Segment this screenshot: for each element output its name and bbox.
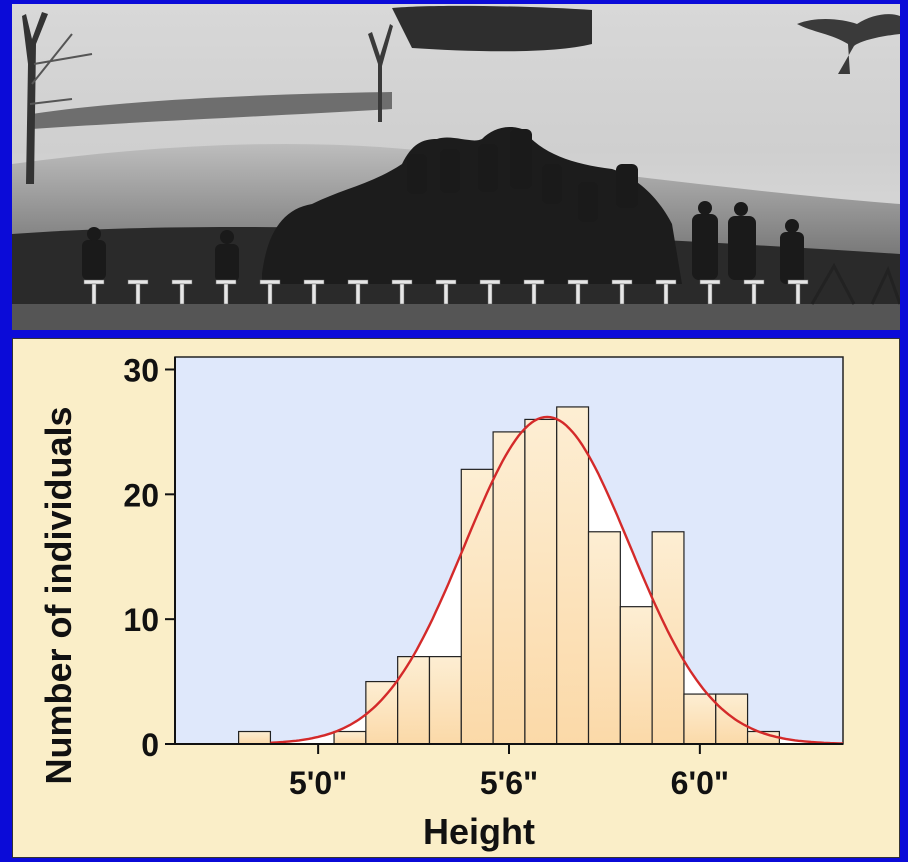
bar	[715, 693, 749, 745]
y-tick-label: 10	[123, 602, 159, 638]
x-ticks-group: 5'0" 5'6" 6'0"	[289, 744, 729, 801]
bar	[587, 531, 621, 745]
y-ticks-group: 0 10 20 30	[123, 352, 175, 763]
y-tick-label: 20	[123, 477, 159, 513]
bar	[556, 406, 590, 745]
cadets-group-photo-icon	[12, 4, 900, 330]
height-histogram-chart: 0 10 20 30 5'0" 5'6" 6'0" Height Number of in…	[38, 352, 844, 852]
bar	[460, 468, 494, 745]
y-tick-label: 0	[141, 727, 159, 763]
bar	[397, 656, 431, 745]
cadets-photo	[12, 4, 900, 330]
bar	[428, 656, 462, 745]
bar	[238, 730, 272, 745]
x-tick-label: 5'6"	[480, 765, 538, 801]
bar	[619, 606, 653, 745]
bar	[524, 418, 558, 745]
bar	[492, 431, 526, 745]
y-axis-label: Number of individuals	[38, 406, 79, 784]
normal-fit-curve	[270, 415, 844, 745]
x-tick-label: 5'0"	[289, 765, 347, 801]
bar	[651, 531, 685, 745]
bar	[683, 693, 717, 745]
bar	[333, 730, 367, 745]
x-axis-label: Height	[423, 811, 535, 852]
bars-group	[238, 406, 780, 745]
x-tick-label: 6'0"	[671, 765, 729, 801]
chart-panel: 0 10 20 30 5'0" 5'6" 6'0" Height Number of in…	[12, 338, 900, 858]
y-tick-label: 30	[123, 352, 159, 388]
bar	[365, 680, 399, 745]
